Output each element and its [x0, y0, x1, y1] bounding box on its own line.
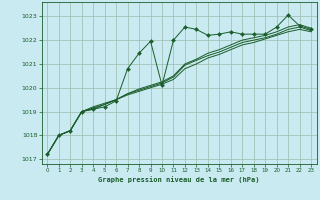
X-axis label: Graphe pression niveau de la mer (hPa): Graphe pression niveau de la mer (hPa)	[99, 176, 260, 183]
